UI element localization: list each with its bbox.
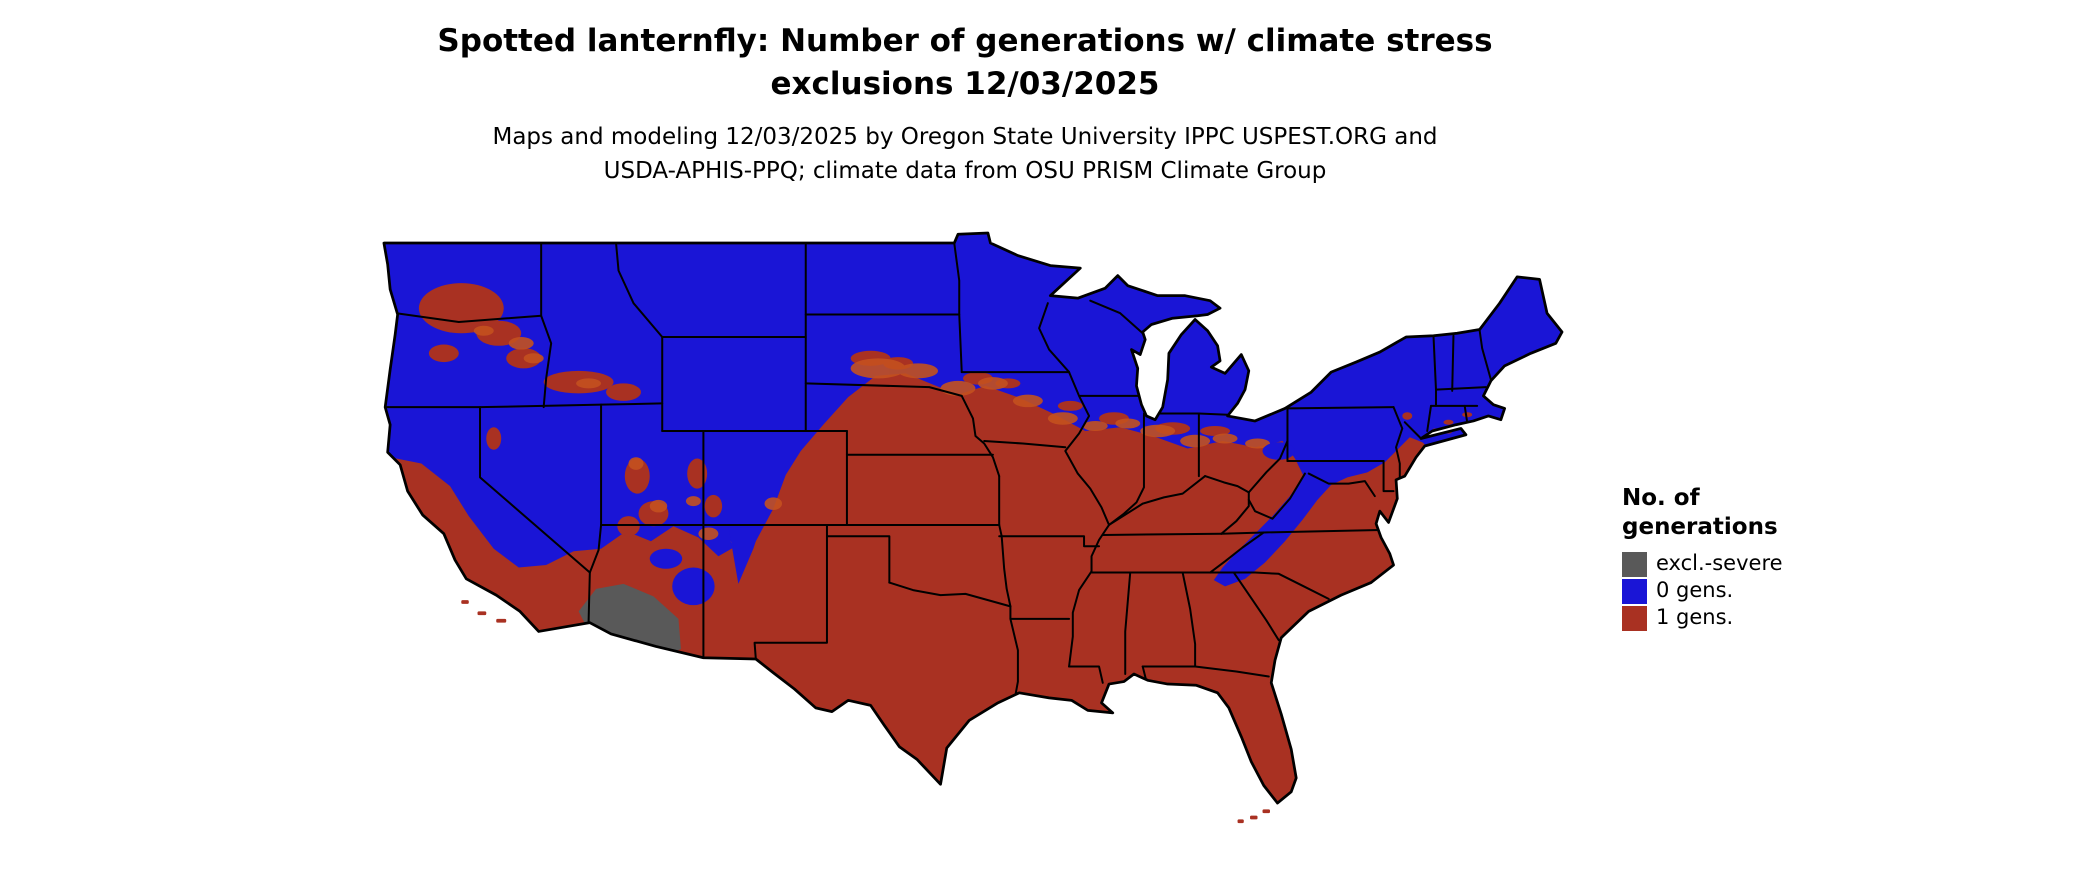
legend-title-line-1: No. of — [1622, 485, 1700, 511]
map-header: Spotted lanternfly: Number of generation… — [0, 20, 1930, 189]
offshore-islands — [461, 600, 1270, 824]
us-outline — [382, 231, 1564, 805]
legend-swatch-one-generation — [1622, 605, 1647, 631]
legend-swatch-excluded-severe — [1622, 551, 1647, 577]
legend-swatch-zero-generations — [1622, 578, 1647, 604]
transition-speckles — [473, 325, 1270, 548]
us-map-svg — [382, 231, 1564, 824]
us-map — [334, 218, 1582, 882]
title-line-2: exclusions 12/03/2025 — [770, 65, 1160, 102]
subtitle-line-1: Maps and modeling 12/03/2025 by Oregon S… — [492, 123, 1438, 150]
title-line-1: Spotted lanternfly: Number of generation… — [437, 23, 1493, 59]
subtitle-line-2: USDA-APHIS-PPQ; climate data from OSU PR… — [603, 158, 1327, 185]
legend-item-one-generation: 1 gens. — [1622, 605, 1783, 631]
state-borders — [384, 242, 1492, 697]
legend-title-line-2: generations — [1622, 513, 1778, 540]
region-one-generation — [383, 373, 1563, 804]
legend-item-zero-generations: 0 gens. — [1622, 578, 1783, 604]
legend-label-zero-generations: 0 gens. — [1656, 578, 1734, 603]
page-subtitle: Maps and modeling 12/03/2025 by Oregon S… — [0, 120, 1930, 189]
legend-label-one-generation: 1 gens. — [1656, 605, 1734, 630]
page-title: Spotted lanternfly: Number of generation… — [0, 20, 1930, 106]
legend-title: No. of generations — [1622, 484, 1783, 542]
legend-item-excluded-severe: excl.-severe — [1622, 551, 1783, 577]
map-legend: No. of generations excl.-severe 0 gens. … — [1622, 484, 1783, 633]
legend-label-excluded-severe: excl.-severe — [1656, 551, 1783, 576]
